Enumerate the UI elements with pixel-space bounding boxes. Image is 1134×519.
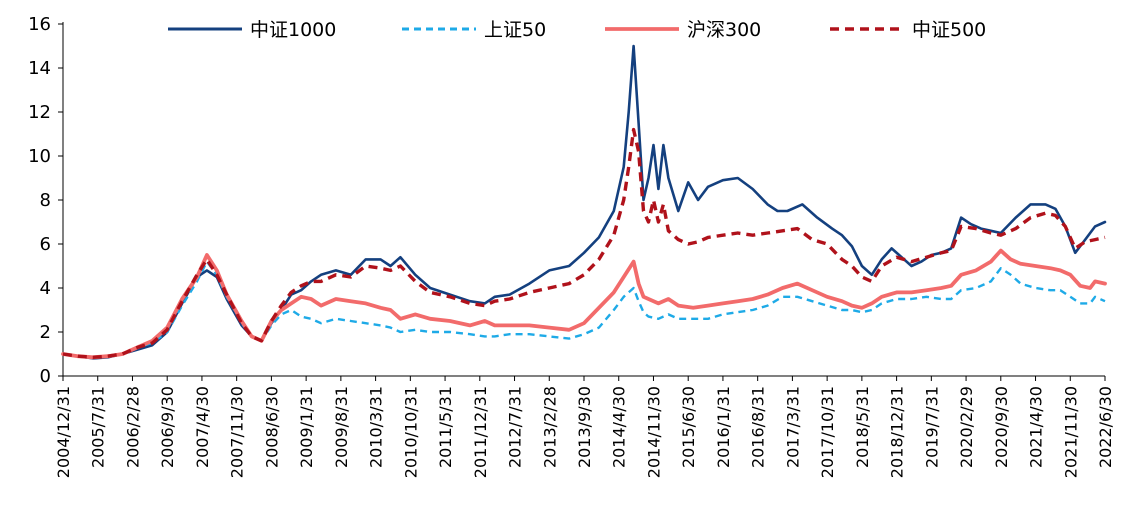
x-tick-label: 2017/10/31 — [818, 386, 837, 478]
x-tick-label: 2010/3/31 — [367, 386, 386, 468]
x-tick-label: 2007/11/30 — [228, 386, 247, 478]
series-layer — [61, 44, 1107, 360]
legend-label-1: 上证50 — [484, 19, 546, 41]
x-tick-label: 2005/7/31 — [89, 386, 108, 468]
x-tick-label: 2021/11/30 — [1061, 386, 1080, 478]
x-tick-label: 2014/4/30 — [610, 386, 629, 468]
x-tick-label: 2020/9/30 — [992, 386, 1011, 468]
series-line-2 — [61, 248, 1107, 360]
legend-label-2: 沪深300 — [687, 19, 761, 41]
x-tick-label: 2009/8/31 — [332, 386, 351, 468]
legend-label-0: 中证1000 — [250, 19, 336, 41]
legend: 中证1000 上证50 沪深300 中证500 — [168, 19, 986, 41]
x-tick-label: 2011/12/31 — [471, 386, 490, 478]
y-tick-label: 2 — [40, 322, 51, 343]
x-tick-label: 2019/7/31 — [922, 386, 941, 468]
x-tick-label: 2011/5/31 — [436, 386, 455, 468]
x-tick-label: 2022/6/30 — [1096, 386, 1115, 468]
x-tick-label: 2010/10/31 — [401, 386, 420, 478]
x-tick-label: 2015/6/30 — [679, 386, 698, 468]
x-tick-label: 2008/6/30 — [262, 386, 281, 468]
y-tick-label: 4 — [40, 278, 51, 299]
x-tick-label: 2009/1/31 — [297, 386, 316, 468]
x-tick-label: 2007/4/30 — [193, 386, 212, 468]
x-axis: 2004/12/31 2005/7/31 2006/2/28 2006/9/30 200… — [54, 375, 1115, 478]
y-axis: 0 2 4 6 8 10 12 14 16 — [28, 14, 64, 387]
x-tick-label: 2012/7/31 — [506, 386, 525, 468]
x-tick-label: 2013/2/28 — [540, 386, 559, 468]
x-tick-label: 2021/4/30 — [1027, 386, 1046, 468]
legend-label-3: 中证500 — [912, 19, 986, 41]
y-tick-label: 14 — [28, 58, 51, 79]
x-tick-label: 2018/5/31 — [853, 386, 872, 468]
x-tick-label: 2014/11/30 — [644, 386, 663, 478]
series-line-0 — [61, 44, 1107, 360]
x-tick-label: 2004/12/31 — [54, 386, 73, 478]
x-tick-label: 2006/2/28 — [123, 386, 142, 468]
y-tick-label: 12 — [28, 102, 51, 123]
y-tick-label: 16 — [28, 14, 51, 35]
x-tick-label: 2013/9/30 — [575, 386, 594, 468]
x-tick-label: 2016/8/31 — [749, 386, 768, 468]
x-tick-label: 2017/3/31 — [783, 386, 802, 468]
series-line-1 — [62, 260, 1106, 359]
y-tick-label: 6 — [40, 234, 51, 255]
x-tick-label: 2020/2/29 — [957, 386, 976, 468]
x-tick-label: 2016/1/31 — [714, 386, 733, 468]
x-tick-label: 2006/9/30 — [158, 386, 177, 468]
y-tick-label: 10 — [28, 146, 51, 167]
y-tick-label: 8 — [40, 190, 51, 211]
y-tick-label: 0 — [40, 366, 51, 387]
x-tick-label: 2018/12/31 — [888, 386, 907, 478]
